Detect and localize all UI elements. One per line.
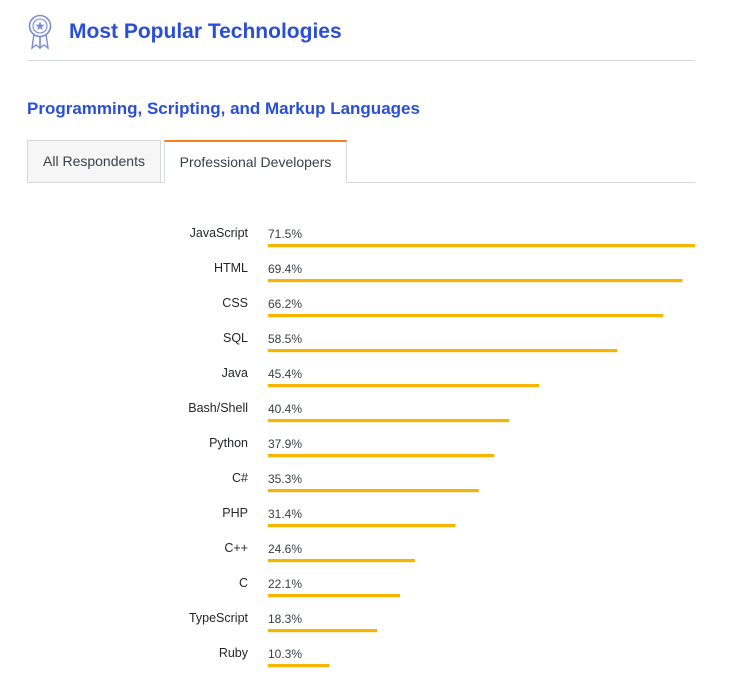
category-label-php: PHP bbox=[222, 506, 248, 520]
value-label-sql: 58.5% bbox=[268, 332, 302, 346]
value-label-html: 69.4% bbox=[268, 262, 302, 276]
value-label-typescript: 18.3% bbox=[268, 612, 302, 626]
value-label-css: 66.2% bbox=[268, 297, 302, 311]
value-label-php: 31.4% bbox=[268, 507, 302, 521]
bar-bash-shell bbox=[268, 419, 510, 423]
bar-javascript bbox=[268, 244, 695, 248]
category-label-c: C++ bbox=[224, 541, 248, 555]
value-label-bash-shell: 40.4% bbox=[268, 402, 302, 416]
bar-html bbox=[268, 279, 683, 283]
value-label-c: 35.3% bbox=[268, 472, 302, 486]
page-header: Most Popular Technologies bbox=[27, 14, 695, 61]
category-label-ruby: Ruby bbox=[219, 646, 249, 660]
category-label-html: HTML bbox=[214, 261, 248, 275]
value-label-python: 37.9% bbox=[268, 437, 302, 451]
value-label-javascript: 71.5% bbox=[268, 227, 302, 241]
bar-ruby bbox=[268, 664, 330, 668]
award-ribbon-icon bbox=[28, 14, 52, 50]
category-label-c: C bbox=[239, 576, 248, 590]
category-label-bash-shell: Bash/Shell bbox=[188, 401, 248, 415]
category-label-sql: SQL bbox=[223, 331, 248, 345]
value-label-c: 24.6% bbox=[268, 542, 302, 556]
category-label-java: Java bbox=[222, 366, 248, 380]
bar-java bbox=[268, 384, 540, 388]
value-label-java: 45.4% bbox=[268, 367, 302, 381]
bar-sql bbox=[268, 349, 618, 353]
bar-c bbox=[268, 559, 415, 563]
category-label-css: CSS bbox=[222, 296, 248, 310]
category-label-typescript: TypeScript bbox=[189, 611, 249, 625]
category-label-javascript: JavaScript bbox=[190, 226, 249, 240]
bar-css bbox=[268, 314, 664, 318]
category-label-python: Python bbox=[209, 436, 248, 450]
category-label-c: C# bbox=[232, 471, 248, 485]
bar-typescript bbox=[268, 629, 378, 633]
respondent-tabs: All Respondents Professional Developers bbox=[27, 140, 695, 183]
value-label-c: 22.1% bbox=[268, 577, 302, 591]
value-label-ruby: 10.3% bbox=[268, 647, 302, 661]
section-title: Programming, Scripting, and Markup Langu… bbox=[27, 99, 420, 118]
bar-c bbox=[268, 489, 479, 493]
tab-all-respondents[interactable]: All Respondents bbox=[27, 140, 161, 182]
page-title: Most Popular Technologies bbox=[69, 20, 342, 43]
bar-php bbox=[268, 524, 456, 528]
bar-python bbox=[268, 454, 495, 458]
tab-professional-developers[interactable]: Professional Developers bbox=[164, 140, 347, 183]
bar-c bbox=[268, 594, 400, 598]
